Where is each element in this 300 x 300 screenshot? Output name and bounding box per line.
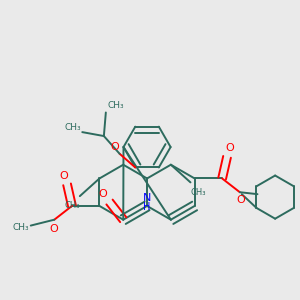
Text: CH₃: CH₃ (13, 223, 29, 232)
Text: O: O (236, 195, 245, 205)
Text: O: O (49, 224, 58, 233)
Text: H: H (143, 202, 151, 212)
Text: CH₃: CH₃ (107, 101, 124, 110)
Text: CH₃: CH₃ (64, 201, 80, 210)
Text: O: O (226, 143, 234, 153)
Text: O: O (110, 142, 119, 152)
Text: CH₃: CH₃ (190, 188, 206, 197)
Text: N: N (143, 193, 151, 203)
Text: O: O (98, 189, 107, 199)
Text: O: O (60, 170, 68, 181)
Text: CH₃: CH₃ (64, 123, 81, 132)
